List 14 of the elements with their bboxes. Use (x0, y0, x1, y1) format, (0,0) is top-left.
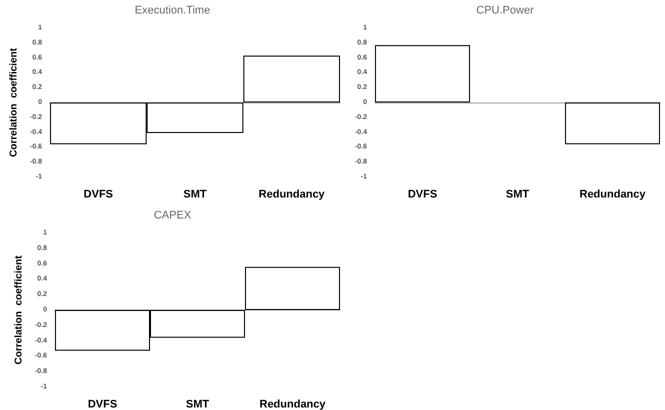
chart-title: Execution.Time (134, 4, 210, 16)
x-tick-label: DVFS (84, 188, 114, 200)
x-tick-label: SMT (183, 188, 207, 200)
x-tick-label: Redundancy (258, 188, 326, 200)
x-tick-label: Redundancy (259, 398, 326, 410)
y-axis-title: Correlation coefficient (14, 254, 25, 364)
x-tick-label: DVFS (88, 398, 118, 410)
x-tick-label: DVFS (408, 188, 438, 200)
x-tick-label: SMT (506, 188, 530, 200)
y-axis-title: Correlation coefficient (8, 47, 20, 157)
x-tick-label: Redundancy (579, 188, 646, 200)
x-tick-label: SMT (186, 398, 210, 410)
chart-title: CPU.Power (476, 4, 534, 16)
chart-title: CAPEX (154, 210, 192, 222)
